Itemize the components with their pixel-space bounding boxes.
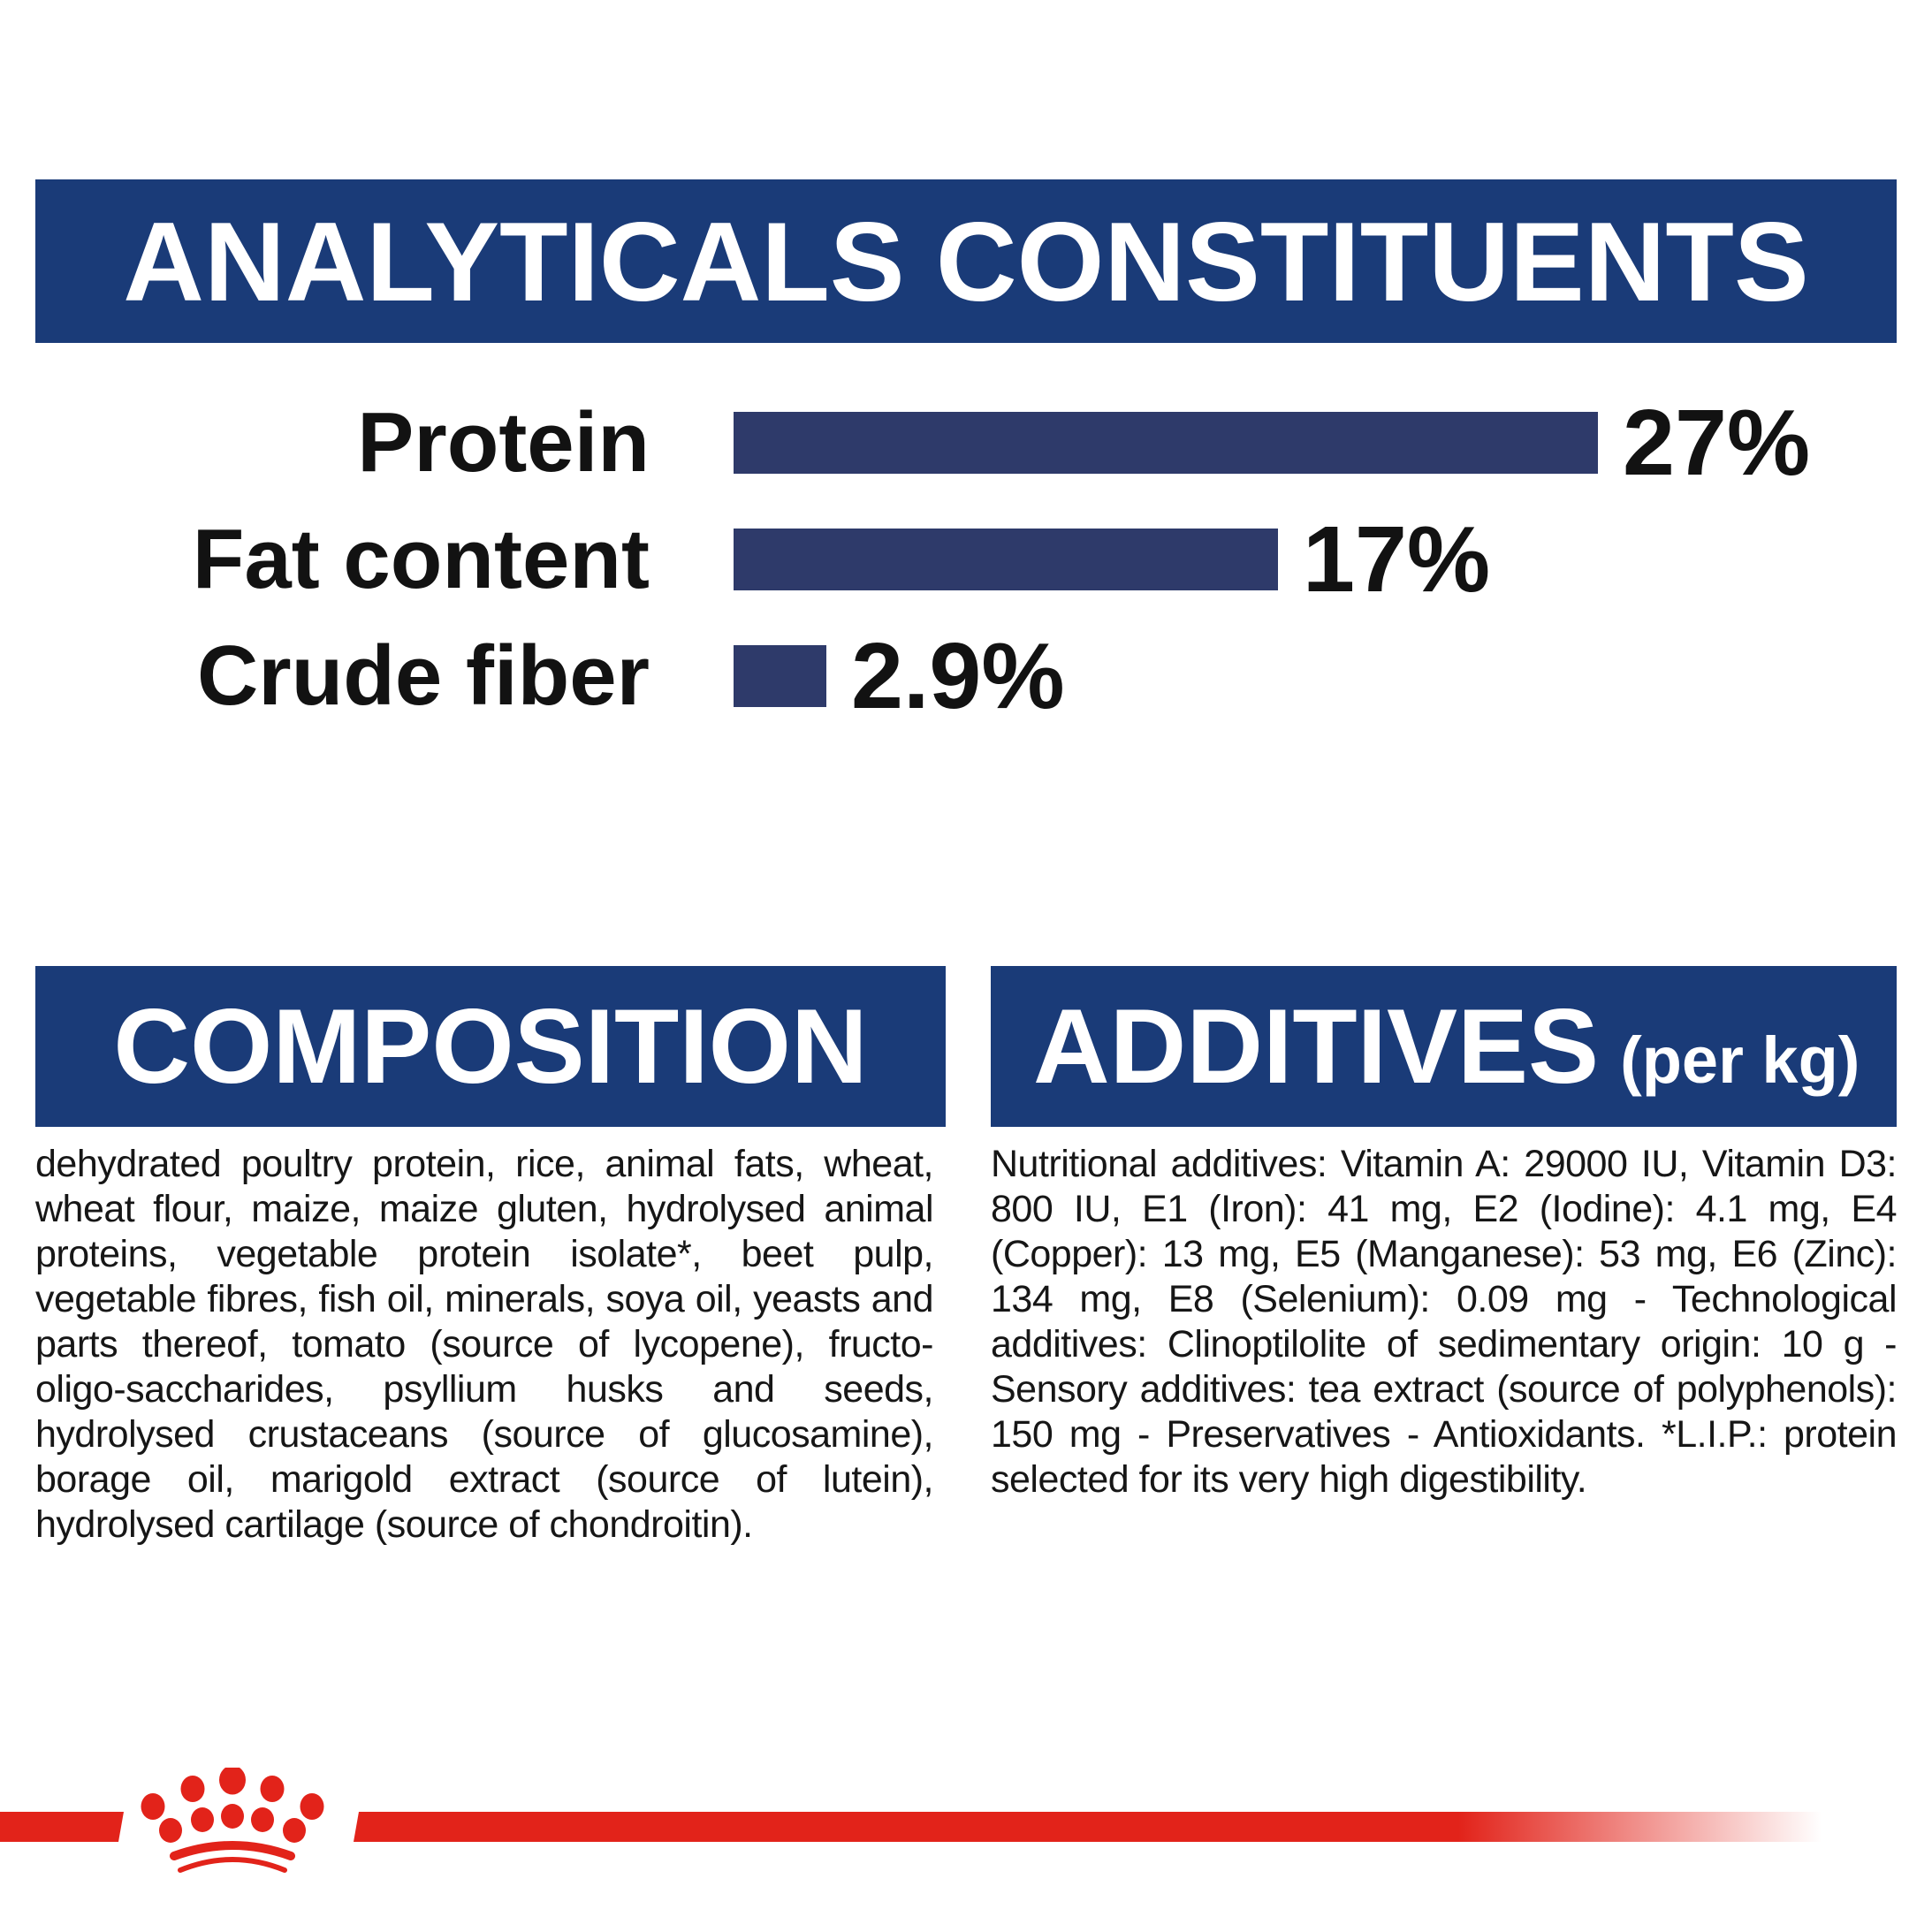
red-line-right <box>354 1812 1932 1842</box>
bar-value: 27% <box>1623 391 1811 495</box>
analyticals-chart: Protein 27% Fat content 17% Crude fiber 2.9% <box>35 391 1811 762</box>
bar-value: 17% <box>1303 507 1491 612</box>
bar-label: Protein <box>357 395 650 490</box>
analyticals-banner: ANALYTICALS CONSTITUENTS <box>35 179 1897 343</box>
bar <box>734 412 1598 474</box>
red-line-left <box>0 1812 124 1842</box>
analyticals-title: ANALYTICALS CONSTITUENTS <box>123 198 1809 324</box>
bar-label: Fat content <box>192 512 650 606</box>
chart-row: Protein 27% <box>35 391 1811 495</box>
bar-value: 2.9% <box>851 624 1065 728</box>
composition-text: dehydrated poultry protein, rice, animal… <box>35 1143 934 1546</box>
additives-title-suffix: (per kg) <box>1620 1023 1860 1097</box>
bar <box>734 645 826 707</box>
royal-canin-crown-icon <box>141 1768 324 1873</box>
bar-label: Crude fiber <box>196 628 650 723</box>
composition-banner: COMPOSITION <box>35 966 946 1127</box>
composition-title: COMPOSITION <box>113 987 868 1106</box>
chart-row: Crude fiber 2.9% <box>35 624 1810 728</box>
additives-title: ADDITIVES <box>1033 987 1600 1106</box>
additives-text: Nutritional additives: Vitamin A: 29000 … <box>991 1143 1898 1501</box>
bar <box>734 529 1278 590</box>
chart-row: Fat content 17% <box>35 507 1810 612</box>
additives-banner: ADDITIVES (per kg) <box>991 966 1897 1127</box>
additives-title-line: ADDITIVES (per kg) <box>1033 985 1860 1107</box>
